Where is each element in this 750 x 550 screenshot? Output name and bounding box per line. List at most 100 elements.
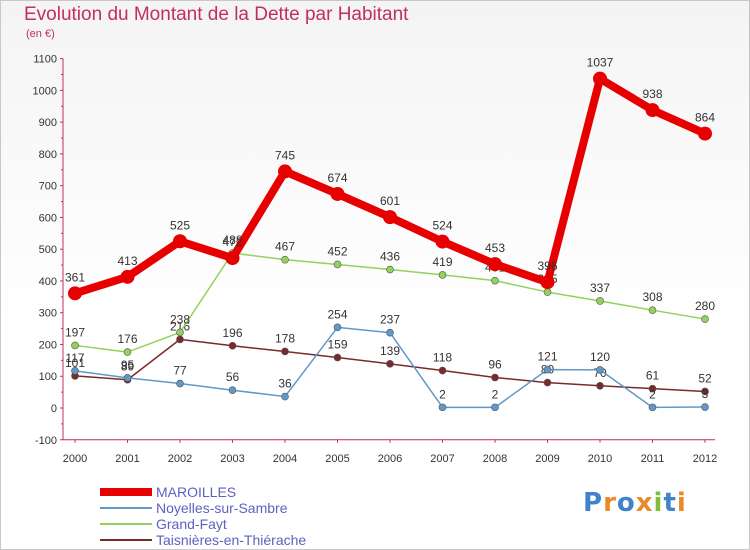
data-point-1 xyxy=(333,323,342,332)
data-label-1: 237 xyxy=(380,313,400,327)
data-label-0: 601 xyxy=(380,194,400,208)
data-label-2: 197 xyxy=(65,325,85,339)
data-label-0: 745 xyxy=(275,148,295,162)
data-label-3: 196 xyxy=(222,326,242,340)
data-point-0 xyxy=(68,286,82,301)
x-tick-label: 2010 xyxy=(588,453,612,465)
chart-title: Evolution du Montant de la Dette par Hab… xyxy=(24,4,409,25)
y-tick-label: 200 xyxy=(39,339,57,351)
data-label-3: 61 xyxy=(646,369,660,383)
data-label-0: 525 xyxy=(170,218,190,232)
y-tick-label: 500 xyxy=(39,244,57,256)
data-point-3 xyxy=(596,381,604,390)
data-point-2 xyxy=(648,306,657,314)
data-point-1 xyxy=(71,367,79,375)
x-tick-label: 2011 xyxy=(641,453,665,465)
data-label-0: 524 xyxy=(432,219,452,233)
data-label-2: 419 xyxy=(432,255,452,269)
legend-swatch xyxy=(100,539,152,541)
y-tick-label: 300 xyxy=(39,308,57,320)
data-point-3 xyxy=(438,366,447,375)
data-label-1: 56 xyxy=(226,370,240,384)
data-label-2: 238 xyxy=(170,312,190,326)
x-tick-label: 2002 xyxy=(168,453,192,465)
data-point-1 xyxy=(543,365,552,374)
legend-item[interactable]: MAROILLES xyxy=(100,484,306,500)
y-tick-label: 800 xyxy=(39,149,57,161)
data-point-1 xyxy=(176,379,184,388)
data-point-0 xyxy=(540,275,555,290)
x-tick-label: 2005 xyxy=(325,453,349,465)
chart-unit: (en €) xyxy=(26,28,55,40)
data-label-0: 361 xyxy=(65,270,85,284)
logo-letter: i xyxy=(653,488,664,518)
y-tick-label: 900 xyxy=(39,117,57,129)
x-tick-label: 2000 xyxy=(63,453,87,465)
data-label-1: 254 xyxy=(327,307,347,321)
x-tick-label: 2006 xyxy=(378,453,402,465)
x-tick-label: 2003 xyxy=(220,453,244,465)
logo-letter: i xyxy=(676,488,687,518)
data-point-3 xyxy=(281,347,289,356)
x-tick-label: 2007 xyxy=(430,453,454,465)
legend-item[interactable]: Grand-Fayt xyxy=(100,516,306,532)
data-label-0: 674 xyxy=(327,171,347,185)
data-point-2 xyxy=(491,276,499,285)
y-tick-label: 600 xyxy=(39,212,57,224)
data-point-2 xyxy=(281,255,289,264)
data-label-3: 89 xyxy=(121,360,135,374)
data-point-2 xyxy=(596,297,604,305)
data-point-3 xyxy=(543,378,552,387)
y-tick-label: 100 xyxy=(39,371,57,383)
data-label-2: 308 xyxy=(642,290,662,304)
data-label-3: 96 xyxy=(488,358,502,372)
y-tick-label: -100 xyxy=(35,435,57,447)
data-point-1 xyxy=(438,403,447,412)
data-label-3: 118 xyxy=(433,351,452,365)
data-label-0: 453 xyxy=(485,241,505,255)
data-point-0 xyxy=(330,186,345,201)
data-label-1: 95 xyxy=(121,358,135,372)
data-point-0 xyxy=(120,269,135,284)
data-point-0 xyxy=(225,251,240,266)
data-label-3: 139 xyxy=(380,344,400,358)
data-label-0: 396 xyxy=(537,259,557,273)
data-label-1: 36 xyxy=(278,377,292,391)
data-point-2 xyxy=(438,271,447,279)
data-point-2 xyxy=(123,348,132,356)
legend-item[interactable]: Taisnières-en-Thiérache xyxy=(100,532,306,548)
logo-letter: P xyxy=(583,488,604,518)
data-point-3 xyxy=(491,373,499,382)
data-point-3 xyxy=(648,384,657,393)
data-point-2 xyxy=(386,265,394,274)
data-point-1 xyxy=(386,328,394,337)
legend-label: Grand-Fayt xyxy=(156,516,227,532)
x-tick-label: 2009 xyxy=(535,453,559,465)
data-point-2 xyxy=(701,315,709,323)
data-point-1 xyxy=(491,403,499,412)
logo-letter: r xyxy=(603,488,617,518)
data-point-1 xyxy=(228,386,237,395)
data-point-0 xyxy=(278,164,292,179)
data-label-2: 452 xyxy=(327,244,347,258)
data-point-0 xyxy=(383,210,397,225)
proxiti-logo: Proxiti xyxy=(583,488,687,518)
data-label-1: 121 xyxy=(537,350,557,364)
y-tick-label: 0 xyxy=(51,403,57,415)
legend-swatch xyxy=(100,488,152,496)
y-tick-label: 700 xyxy=(39,181,57,193)
data-label-2: 176 xyxy=(117,332,137,346)
data-point-1 xyxy=(123,374,132,382)
data-point-0 xyxy=(488,257,502,272)
data-label-1: 3 xyxy=(702,387,709,401)
data-label-1: 2 xyxy=(492,387,499,401)
data-label-2: 436 xyxy=(380,250,400,264)
data-point-1 xyxy=(596,366,604,374)
legend-item[interactable]: Noyelles-sur-Sambre xyxy=(100,500,306,516)
x-tick-label: 2012 xyxy=(693,453,717,465)
data-label-1: 120 xyxy=(590,350,610,364)
data-label-3: 101 xyxy=(65,356,85,370)
data-label-1: 117 xyxy=(65,351,84,365)
data-point-1 xyxy=(701,403,709,411)
